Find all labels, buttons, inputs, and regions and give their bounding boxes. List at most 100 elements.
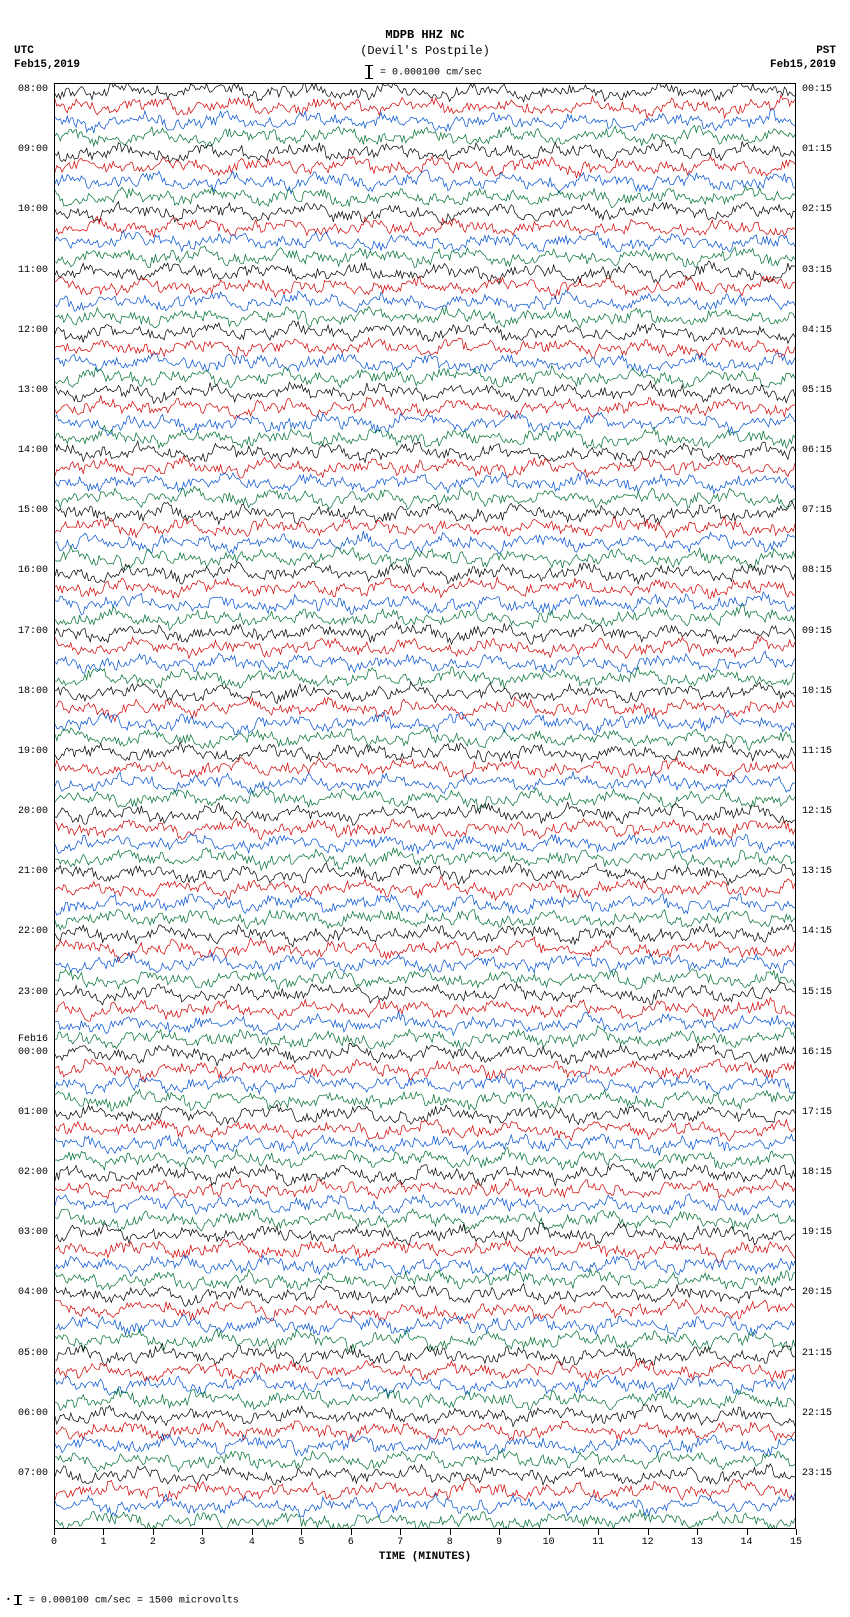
seismic-trace: [55, 353, 795, 374]
left-hour-label: 18:00: [0, 687, 48, 697]
seismic-trace: [55, 426, 795, 449]
seismic-trace: [55, 894, 795, 916]
seismic-trace: [55, 1510, 795, 1529]
seismic-trace: [55, 170, 795, 194]
seismic-trace: [55, 84, 795, 102]
x-tick-label: 6: [348, 1537, 354, 1548]
seismic-trace: [55, 1421, 795, 1442]
x-tick: [202, 1529, 203, 1535]
left-hour-label: 12:00: [0, 326, 48, 336]
seismic-trace: [55, 697, 795, 721]
left-hour-label: 00:00: [0, 1048, 48, 1058]
x-tick: [499, 1529, 500, 1535]
footer-dot: •: [6, 1596, 11, 1605]
seismic-trace: [55, 562, 795, 584]
seismic-trace: [55, 953, 795, 975]
left-hour-label: 21:00: [0, 867, 48, 877]
x-tick: [697, 1529, 698, 1535]
seismic-trace: [55, 636, 795, 658]
left-hour-label: 17:00: [0, 627, 48, 637]
x-tick: [252, 1529, 253, 1535]
left-hour-label: 07:00: [0, 1469, 48, 1479]
seismic-trace: [55, 1209, 795, 1231]
x-tick-label: 8: [447, 1537, 453, 1548]
right-hour-label: 13:15: [802, 867, 850, 877]
right-hour-label: 06:15: [802, 446, 850, 456]
right-hour-label: 17:15: [802, 1108, 850, 1118]
seismogram-container: UTC Feb15,2019 PST Feb15,2019 MDPB HHZ N…: [0, 0, 850, 1617]
right-hour-label: 10:15: [802, 687, 850, 697]
seismic-trace: [55, 998, 795, 1021]
seismic-trace: [55, 834, 795, 855]
right-hour-label: 20:15: [802, 1288, 850, 1298]
right-hour-label: 15:15: [802, 988, 850, 998]
seismic-trace: [55, 186, 795, 208]
scale-text: = 0.000100 cm/sec: [380, 68, 482, 79]
right-tz: PST: [770, 44, 836, 58]
seismic-trace: [55, 231, 795, 252]
right-hour-label: 18:15: [802, 1168, 850, 1178]
seismic-trace: [55, 863, 795, 886]
seismic-trace: [55, 1405, 795, 1427]
seismic-trace: [55, 788, 795, 809]
seismic-trace: [55, 381, 795, 403]
seismic-trace: [55, 261, 795, 284]
right-hour-label: 00:15: [802, 85, 850, 95]
seismic-trace: [55, 95, 795, 118]
x-tick: [450, 1529, 451, 1535]
seismic-trace: [55, 1464, 795, 1485]
seismic-trace: [55, 1104, 795, 1125]
seismic-trace: [55, 216, 795, 237]
x-tick-label: 3: [199, 1537, 205, 1548]
seismic-trace: [55, 1148, 795, 1170]
seismic-trace: [55, 1315, 795, 1338]
header: MDPB HHZ NC (Devil's Postpile): [0, 0, 850, 59]
seismic-trace: [55, 546, 795, 570]
left-tz: UTC: [14, 44, 80, 58]
left-hour-label: 05:00: [0, 1349, 48, 1359]
right-hour-label: 02:15: [802, 205, 850, 215]
right-hour-label: 11:15: [802, 747, 850, 757]
seismic-trace: [55, 473, 795, 494]
left-hour-label: 09:00: [0, 145, 48, 155]
right-hour-label: 19:15: [802, 1228, 850, 1238]
x-tick-label: 1: [100, 1537, 106, 1548]
seismic-trace: [55, 982, 795, 1005]
seismic-trace: [55, 651, 795, 673]
seismic-trace: [55, 1344, 795, 1367]
seismic-trace: [55, 577, 795, 598]
seismic-trace: [55, 1361, 795, 1382]
x-tick-label: 4: [249, 1537, 255, 1548]
footer-scale-bar-icon: [17, 1595, 19, 1605]
seismic-trace: [55, 246, 795, 268]
x-tick: [351, 1529, 352, 1535]
left-hour-label: 10:00: [0, 205, 48, 215]
seismic-trace: [55, 413, 795, 436]
x-tick: [549, 1529, 550, 1535]
x-tick-label: 10: [543, 1537, 555, 1548]
x-tick: [153, 1529, 154, 1535]
x-tick: [400, 1529, 401, 1535]
seismic-trace: [55, 140, 795, 163]
seismic-trace: [55, 1178, 795, 1199]
seismic-trace: [55, 1478, 795, 1501]
left-hour-label: 02:00: [0, 1168, 48, 1178]
right-hour-label: 21:15: [802, 1349, 850, 1359]
left-hour-label: 14:00: [0, 446, 48, 456]
seismic-trace: [55, 1270, 795, 1291]
seismic-trace: [55, 1255, 795, 1276]
left-hour-label: 20:00: [0, 807, 48, 817]
right-corner-label: PST Feb15,2019: [770, 44, 836, 73]
x-tick-label: 14: [741, 1537, 753, 1548]
left-hour-label: 23:00: [0, 988, 48, 998]
seismogram-svg: [55, 84, 795, 1528]
footer: • = 0.000100 cm/sec = 1500 microvolts: [0, 1571, 850, 1617]
seismic-trace: [55, 1434, 795, 1456]
right-hour-label: 23:15: [802, 1469, 850, 1479]
left-hour-label: 08:00: [0, 85, 48, 95]
right-hour-label: 16:15: [802, 1048, 850, 1058]
scale-bar-icon: [368, 65, 370, 79]
seismic-trace: [55, 307, 795, 328]
right-hour-label: 08:15: [802, 566, 850, 576]
seismic-trace: [55, 758, 795, 781]
